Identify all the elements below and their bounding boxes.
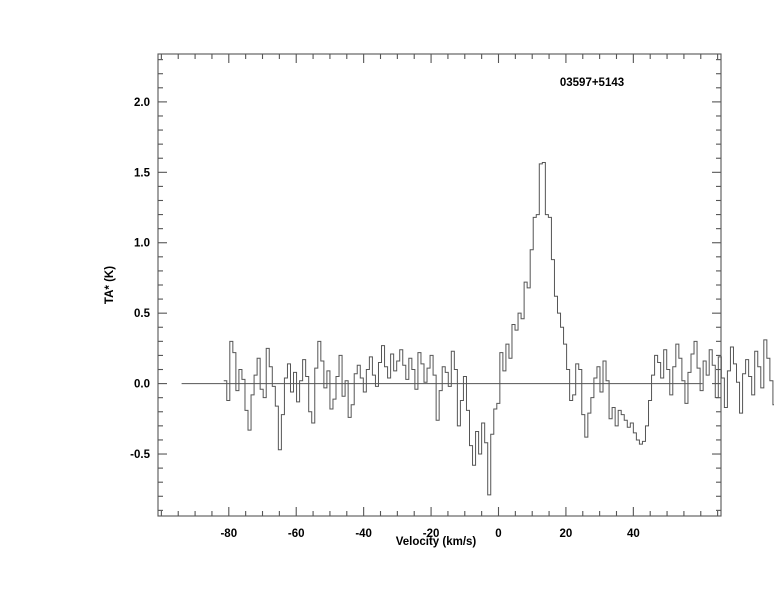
y-tick-label: -0.5 <box>130 449 150 461</box>
y-axis-tick-labels: -0.5 0.0 0.5 1.0 1.5 2.0 <box>130 97 150 461</box>
x-axis-title: Velocity (km/s) <box>396 536 477 548</box>
y-tick-label: 0.5 <box>134 308 151 320</box>
spectrum-trace <box>223 161 774 496</box>
source-name-label: 03597+5143 <box>560 77 624 89</box>
y-tick-label: 1.0 <box>134 238 150 250</box>
y-tick-label: 0.0 <box>134 379 150 391</box>
x-tick-label: -40 <box>355 528 372 540</box>
y-tick-label: 2.0 <box>134 97 150 109</box>
axis-ticks <box>158 54 721 516</box>
x-tick-label: 0 <box>495 528 501 540</box>
plot-frame <box>157 53 722 517</box>
y-axis-title: TA* (K) <box>104 266 116 304</box>
x-tick-label: -80 <box>220 528 237 540</box>
x-tick-label: 40 <box>627 528 640 540</box>
x-tick-label: 20 <box>560 528 573 540</box>
x-tick-label: -20 <box>423 528 440 540</box>
x-tick-label: -60 <box>288 528 305 540</box>
y-tick-label: 1.5 <box>134 167 151 179</box>
x-axis-tick-labels: -80 -60 -40 -20 0 20 40 <box>220 528 639 540</box>
